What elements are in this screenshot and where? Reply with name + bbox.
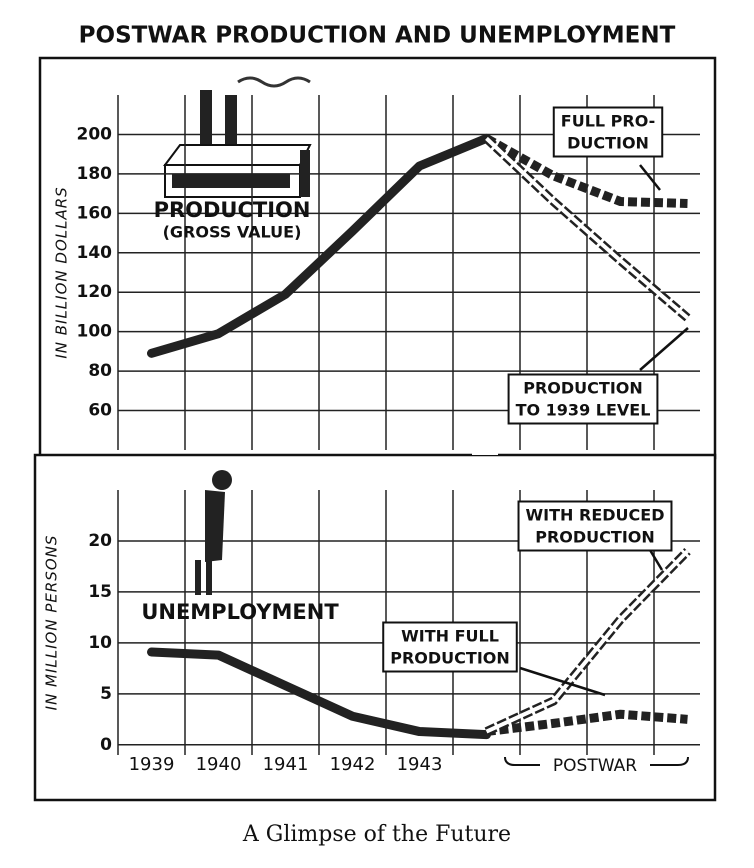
annotation-arrow xyxy=(639,327,689,371)
y-tick-label: 20 xyxy=(88,531,112,551)
series-line xyxy=(484,134,688,208)
x-tick-label: 1940 xyxy=(196,754,242,775)
y-axis-label: IN BILLION DOLLARS xyxy=(53,186,71,358)
annotation: WITH REDUCED xyxy=(526,506,665,525)
y-tick-label: 60 xyxy=(88,401,112,421)
series-line-inner xyxy=(485,549,689,734)
title: POSTWAR PRODUCTION AND UNEMPLOYMENT xyxy=(79,23,676,49)
y-tick-label: 120 xyxy=(77,282,113,302)
annotation-box xyxy=(517,500,673,552)
factory-icon xyxy=(163,76,312,198)
caption: A Glimpse of the Future xyxy=(242,822,511,847)
x-tick-label: 1941 xyxy=(263,754,309,775)
annotation-arrow xyxy=(639,164,661,191)
annotation-arrow xyxy=(519,666,606,697)
series-line xyxy=(485,709,688,737)
annotation: TO 1939 LEVEL xyxy=(516,401,651,420)
annotation: (GROSS VALUE) xyxy=(163,223,302,242)
annotation: PRODUCTION xyxy=(535,528,655,547)
annotation-box xyxy=(382,621,518,673)
annotation: FULL PRO- xyxy=(561,112,655,131)
annotation: WITH FULL xyxy=(401,627,499,646)
y-tick-label: 200 xyxy=(77,124,113,144)
y-tick-label: 15 xyxy=(88,582,112,602)
annotation: UNEMPLOYMENT xyxy=(141,600,339,624)
annotation-arrow xyxy=(648,549,664,571)
man-icon xyxy=(195,470,232,595)
y-tick-label: 0 xyxy=(100,735,112,755)
series-line xyxy=(147,647,491,740)
y-tick-label: 140 xyxy=(77,243,113,263)
chart: 60 80 100 120 140 160 180 200 IN BILLION DOLLARS… xyxy=(53,90,700,455)
y-tick-label: 160 xyxy=(77,203,113,223)
annotation: DUCTION xyxy=(567,134,649,153)
chart: 0 5 10 15 20 IN MILLION PERSONS 1939 1940 1941 19… xyxy=(43,485,700,776)
y-tick-label: 100 xyxy=(77,322,113,342)
annotation: PRODUCTION xyxy=(523,379,643,398)
x-tick-label: 1939 xyxy=(129,754,175,775)
x-group-bracket xyxy=(504,756,689,766)
series-line-inner xyxy=(485,136,689,320)
y-tick-label: 80 xyxy=(88,361,112,381)
annotation-box xyxy=(507,373,659,425)
x-group-label: POSTWAR xyxy=(553,756,637,776)
annotation: PRODUCTION xyxy=(154,198,311,222)
y-tick-label: 5 xyxy=(100,684,112,704)
x-tick-label: 1942 xyxy=(330,754,376,775)
y-tick-label: 180 xyxy=(77,164,113,184)
y-axis-label: IN MILLION PERSONS xyxy=(43,535,61,711)
y-tick-label: 10 xyxy=(88,633,112,653)
annotation-box xyxy=(552,106,664,158)
x-tick-label: 1943 xyxy=(397,754,443,775)
annotation: PRODUCTION xyxy=(390,649,510,668)
series-line xyxy=(147,133,491,358)
